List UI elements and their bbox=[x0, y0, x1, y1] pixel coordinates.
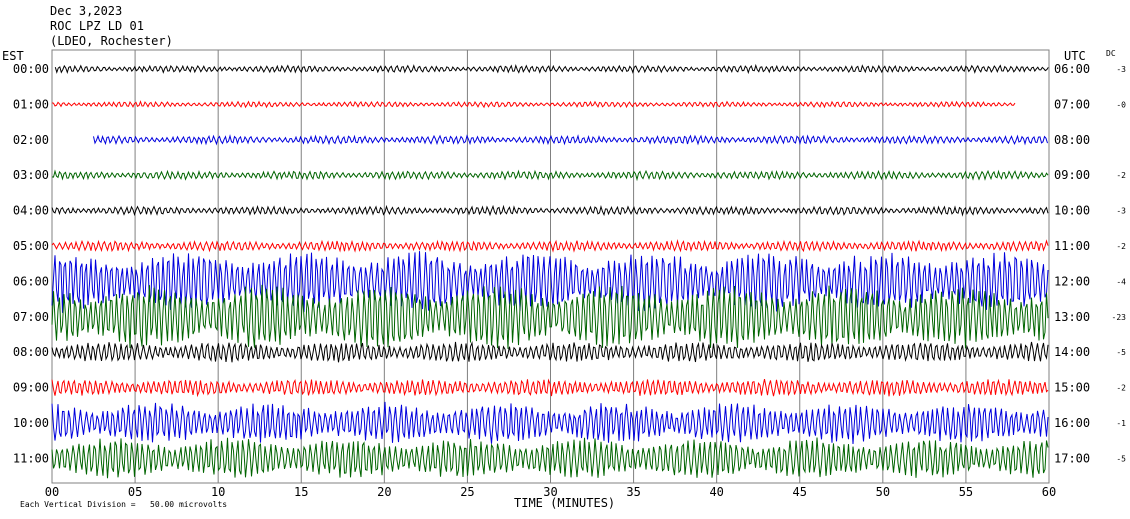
trace-line bbox=[51, 401, 1049, 445]
utc-hour-label: 11:00 bbox=[1054, 239, 1090, 253]
est-hour-label: 00:00 bbox=[13, 62, 49, 76]
utc-hour-label: 06:00 bbox=[1054, 62, 1090, 76]
dc-offset-label: -2 bbox=[1116, 384, 1126, 393]
trace-line bbox=[51, 341, 1049, 363]
dc-offset-label: -2 bbox=[1116, 242, 1126, 251]
x-tick-label: 45 bbox=[793, 485, 807, 499]
trace-line bbox=[51, 100, 1016, 109]
x-tick-label: 30 bbox=[543, 485, 557, 499]
dc-offset-label: -4 bbox=[1116, 277, 1126, 286]
right-axis-title: UTC bbox=[1064, 49, 1086, 63]
x-tick-label: 50 bbox=[876, 485, 890, 499]
utc-hour-label: 13:00 bbox=[1054, 310, 1090, 324]
utc-hour-label: 09:00 bbox=[1054, 168, 1090, 182]
utc-hour-label: 15:00 bbox=[1054, 381, 1090, 395]
trace-line bbox=[51, 437, 1049, 479]
grid-lines bbox=[51, 49, 1050, 484]
est-hour-label: 10:00 bbox=[13, 416, 49, 430]
est-hour-label: 04:00 bbox=[13, 204, 49, 218]
est-hour-label: 08:00 bbox=[13, 345, 49, 359]
dc-offset-label: -3 bbox=[1116, 207, 1126, 216]
x-tick-label: 25 bbox=[460, 485, 474, 499]
trace-line bbox=[54, 63, 1049, 75]
utc-hour-label: 14:00 bbox=[1054, 345, 1090, 359]
x-tick-label: 05 bbox=[128, 485, 142, 499]
trace-layer bbox=[51, 63, 1049, 479]
label-layer: 00 05 10 15 20 25 30 35 40 45 50 55 60 00:00 06:00 -3 01… bbox=[13, 62, 1126, 499]
trace-line bbox=[51, 284, 1049, 349]
x-tick-label: 60 bbox=[1042, 485, 1056, 499]
utc-hour-label: 10:00 bbox=[1054, 204, 1090, 218]
x-tick-label: 40 bbox=[709, 485, 723, 499]
est-hour-label: 06:00 bbox=[13, 274, 49, 288]
trace-line bbox=[51, 239, 1049, 253]
trace-line bbox=[51, 169, 1049, 182]
x-tick-label: 55 bbox=[959, 485, 973, 499]
est-hour-label: 03:00 bbox=[13, 168, 49, 182]
dc-offset-label: -3 bbox=[1116, 65, 1126, 74]
est-hour-label: 09:00 bbox=[13, 381, 49, 395]
est-hour-label: 07:00 bbox=[13, 310, 49, 324]
x-tick-label: 20 bbox=[377, 485, 391, 499]
x-axis-label: TIME (MINUTES) bbox=[514, 496, 616, 510]
est-hour-label: 05:00 bbox=[13, 239, 49, 253]
left-axis-title: EST bbox=[2, 49, 24, 63]
x-tick-label: 10 bbox=[211, 485, 225, 499]
trace-line bbox=[51, 251, 1049, 313]
utc-hour-label: 17:00 bbox=[1054, 451, 1090, 465]
trace-line bbox=[51, 378, 1049, 398]
est-hour-label: 11:00 bbox=[13, 451, 49, 465]
x-tick-label: 00 bbox=[45, 485, 59, 499]
scale-footnote: Each Vertical Division = 50.00 microvolt… bbox=[20, 500, 228, 509]
utc-hour-label: 16:00 bbox=[1054, 416, 1090, 430]
dc-offset-label: -23 bbox=[1112, 313, 1127, 322]
utc-hour-label: 12:00 bbox=[1054, 274, 1090, 288]
est-hour-label: 01:00 bbox=[13, 97, 49, 111]
network-title: (LDEO, Rochester) bbox=[50, 34, 173, 48]
x-tick-label: 35 bbox=[626, 485, 640, 499]
dc-offset-label: -5 bbox=[1116, 348, 1126, 357]
station-title: ROC LPZ LD 01 bbox=[50, 19, 144, 33]
utc-hour-label: 08:00 bbox=[1054, 133, 1090, 147]
utc-hour-label: 07:00 bbox=[1054, 97, 1090, 111]
dc-offset-label: -5 bbox=[1116, 454, 1126, 463]
dc-column-title: DC bbox=[1106, 49, 1116, 58]
date-title: Dec 3,2023 bbox=[50, 4, 123, 18]
dc-offset-label: -1 bbox=[1116, 419, 1126, 428]
x-tick-label: 15 bbox=[294, 485, 308, 499]
trace-line bbox=[93, 134, 1048, 146]
dc-offset-label: -2 bbox=[1116, 171, 1126, 180]
est-hour-label: 02:00 bbox=[13, 133, 49, 147]
dc-offset-label: -0 bbox=[1116, 100, 1126, 109]
trace-line bbox=[51, 204, 1049, 217]
